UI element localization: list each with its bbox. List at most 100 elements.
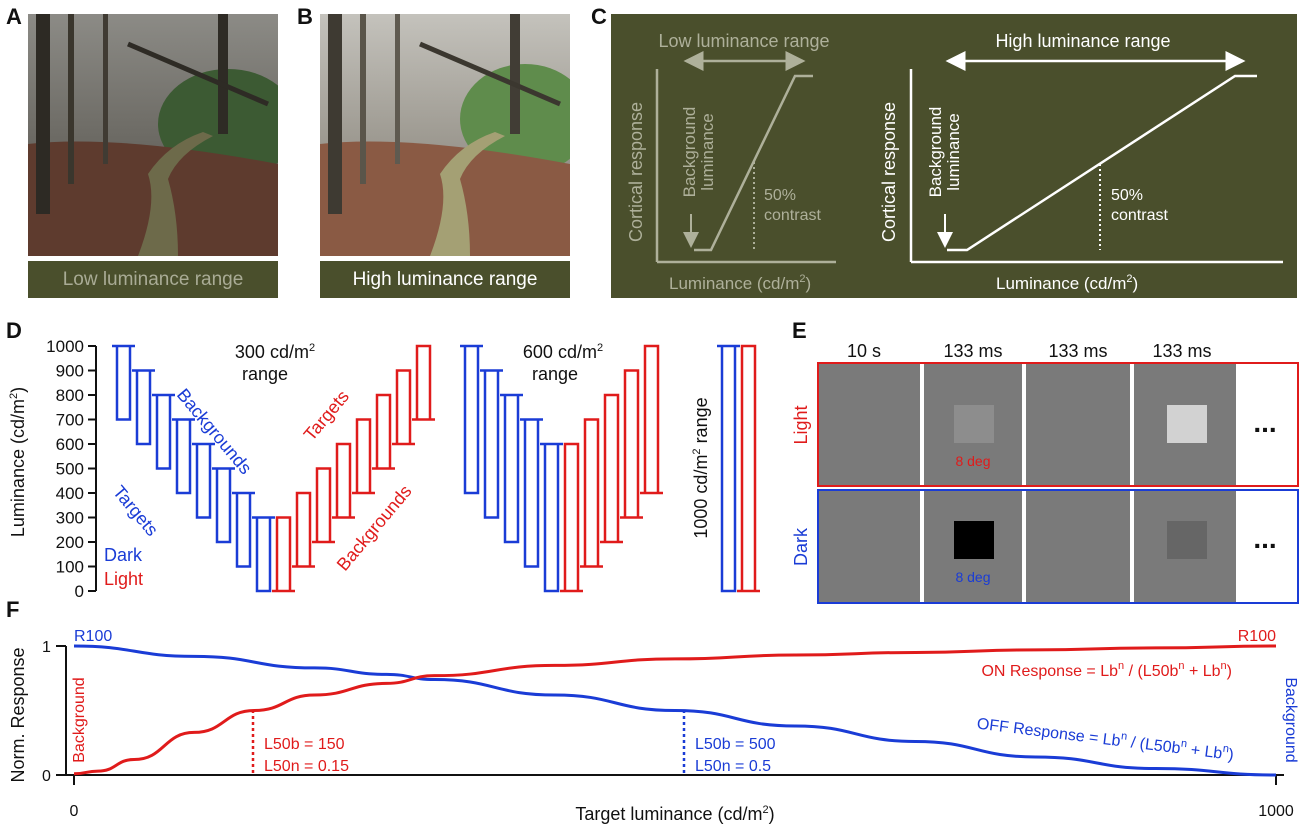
dark-row-label: Dark: [791, 527, 811, 566]
d-ytick-label: 100: [56, 558, 84, 577]
d-ytick-label: 1000: [46, 337, 84, 356]
light-targets-label: Targets: [300, 386, 353, 444]
range-bar: [412, 344, 435, 421]
d-ytick-label: 800: [56, 386, 84, 405]
response-functions-panel: Norm. Response 1 0 0 1000 Target luminan…: [8, 628, 1299, 824]
range-bar: [600, 393, 623, 544]
dark-target-gray: [1167, 521, 1207, 559]
range-bar: [717, 344, 740, 593]
range-bar: [392, 369, 415, 446]
range-bar: [232, 491, 255, 568]
d-ytick-label: 900: [56, 362, 84, 381]
caption-low-range: Low luminance range: [28, 261, 278, 298]
light-size-label: 8 deg: [955, 453, 990, 469]
f-ytick-label-1: 1: [42, 639, 51, 656]
d-range-bars: [112, 344, 760, 593]
range300-line1: 300 cd/m2: [235, 342, 315, 362]
range-bar: [460, 344, 483, 495]
light-frame-3: [1026, 364, 1130, 485]
duration-3: 133 ms: [1048, 341, 1107, 361]
range-bar: [192, 442, 215, 519]
d-ytick-label: 200: [56, 533, 84, 552]
legend-light: Light: [104, 569, 143, 589]
d-ylabel: Luminance (cd/m2): [8, 387, 28, 537]
range-bar: [292, 491, 315, 568]
duration-2: 133 ms: [943, 341, 1002, 361]
dark-frame-3: [1026, 491, 1130, 602]
light-target-bright: [1167, 405, 1207, 443]
range300-line2: range: [242, 364, 288, 384]
light-ellipsis: ...: [1253, 407, 1276, 438]
f-xtick-label-1000: 1000: [1258, 803, 1294, 820]
dark-target-black: [954, 521, 994, 559]
duration-4: 133 ms: [1152, 341, 1211, 361]
dark-frame-1: [819, 491, 920, 602]
panel-label-f: F: [6, 597, 20, 622]
high-bg-line1: Background: [926, 107, 945, 198]
range-bar: [252, 516, 275, 593]
dark-ellipsis: ...: [1253, 523, 1276, 554]
high-response-curve: [947, 74, 1257, 252]
range-bar: [312, 467, 335, 544]
panel-label-e: E: [792, 318, 807, 343]
f-xtick-label-0: 0: [70, 803, 79, 820]
legend-dark: Dark: [104, 545, 143, 565]
dark-size-label: 8 deg: [955, 569, 990, 585]
range-bar: [520, 418, 543, 568]
f-ytick-label-0: 0: [42, 768, 51, 785]
stimulus-ranges-panel: Luminance (cd/m2) 0 100 200 300 400 500 600 700…: [8, 337, 760, 600]
low-bg-line1: Background: [680, 107, 699, 198]
d-ytick-label: 0: [75, 582, 84, 600]
d-ytick-label: 600: [56, 435, 84, 454]
range-bar: [332, 442, 355, 519]
on-r100-label: R100: [1238, 628, 1276, 645]
f-ylabel: Norm. Response: [8, 647, 28, 782]
high-contrast-line2: contrast: [1111, 207, 1168, 224]
light-target-dim: [954, 405, 994, 443]
d-ytick-label: 300: [56, 509, 84, 528]
panel-label-b: B: [297, 4, 313, 29]
high-bg-line2: luminance: [944, 113, 963, 191]
range-bar: [560, 442, 583, 593]
on-equation: ON Response = Lbn / (L50bn + Lbn): [981, 660, 1232, 680]
low-xlabel: Luminance (cd/m2): [669, 273, 811, 293]
range-bar: [132, 369, 155, 446]
range1000-label: 1000 cd/m2 range: [691, 397, 711, 538]
range-bar: [172, 418, 195, 495]
high-contrast-line1: 50%: [1111, 187, 1143, 204]
d-y-axis: 0 100 200 300 400 500 600 700 800 900 1000: [46, 337, 97, 600]
low-range-title: Low luminance range: [658, 31, 829, 51]
d-ytick-label: 400: [56, 484, 84, 503]
off-response-curve: [73, 644, 1277, 777]
low-bg-line2: luminance: [698, 113, 717, 191]
range-bar: [152, 393, 175, 470]
light-frame-1: [819, 364, 920, 485]
range-bar: [620, 369, 643, 519]
range-bar: [737, 344, 760, 593]
off-r100-label: R100: [74, 628, 112, 645]
panel-label-d: D: [6, 318, 22, 343]
range-bar: [212, 467, 235, 544]
d-ytick-label: 700: [56, 411, 84, 430]
range-bar: [480, 369, 503, 519]
high-ylabel: Cortical response: [879, 102, 899, 242]
forest-photo-low-range: [28, 14, 278, 256]
on-response-curve: [73, 644, 1277, 776]
on-l50n-label: L50n = 0.15: [264, 758, 349, 775]
off-l50b-label: L50b = 500: [695, 736, 776, 753]
stimulus-sequence-panel: 10 s 133 ms 133 ms 133 ms 8 deg ... Ligh…: [791, 341, 1299, 604]
high-xlabel: Luminance (cd/m2): [996, 273, 1138, 293]
range-bar: [352, 418, 375, 495]
range-bar: [112, 344, 135, 421]
high-range-title: High luminance range: [995, 31, 1170, 51]
low-ylabel: Cortical response: [626, 102, 646, 242]
caption-high-range: High luminance range: [320, 261, 570, 298]
forest-photo-high-range: [320, 14, 570, 256]
on-background-label: Background: [71, 677, 88, 762]
light-backgrounds-label: Backgrounds: [333, 481, 416, 574]
low-contrast-line2: contrast: [764, 207, 821, 224]
d-ytick-label: 500: [56, 460, 84, 479]
range-bar: [580, 418, 603, 568]
range-bar: [372, 393, 395, 470]
panel-label-a: A: [6, 4, 22, 29]
